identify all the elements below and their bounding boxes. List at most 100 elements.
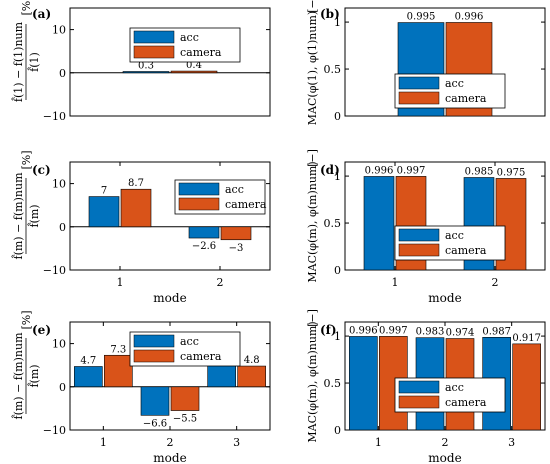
plot-frame: [344, 161, 546, 271]
y-label-unit: [%]: [20, 150, 33, 169]
data-label: 0.995: [407, 12, 436, 23]
legend: acc camera: [394, 377, 506, 413]
x-axis-label: mode: [153, 291, 186, 305]
legend: acc camera: [394, 73, 506, 109]
x-tick-label: 2: [167, 436, 174, 449]
y-axis-label: MAC(φ(m), φ(m)num)[−]: [306, 149, 319, 283]
y-tick-label: 0: [59, 67, 66, 80]
y-label-unit: [%]: [20, 0, 33, 16]
legend: acc camera: [129, 27, 241, 63]
legend-label-acc: acc: [180, 31, 199, 44]
legend-label-camera: camera: [445, 244, 487, 257]
legend-label-camera: camera: [445, 396, 487, 409]
y-tick-label: 0.5: [324, 377, 342, 390]
bar-acc: [349, 336, 378, 431]
legend-label-camera: camera: [180, 350, 222, 363]
legend-swatch-acc: [398, 228, 440, 242]
y-axis-label: f̂(m) − f(m)num f̂(m) [%]: [12, 150, 41, 259]
data-label: 0.996: [365, 165, 394, 176]
x-tick-label: 2: [492, 276, 499, 289]
y-tick-label: 1: [334, 330, 341, 343]
bar-camera: [170, 70, 218, 74]
legend-label-acc: acc: [225, 183, 244, 196]
y-label-unit: [−]: [306, 149, 319, 167]
y-tick-label: −10: [43, 424, 66, 437]
y-tick-label: 10: [52, 24, 66, 37]
x-axis-label: mode: [153, 451, 186, 464]
y-axis-label: MAC(φ(m), φ(m)num)[−]: [306, 309, 319, 443]
legend-swatch-camera: [398, 395, 440, 409]
y-tick-label: 0.5: [324, 217, 342, 230]
x-tick-label: 1: [375, 436, 382, 449]
legend: acc camera: [394, 225, 506, 261]
y-label-text: MAC(φ(1), φ(1)num): [306, 11, 319, 125]
data-label: 0.996: [349, 325, 378, 336]
data-label: 7: [101, 186, 107, 197]
y-label-denominator: f̂(1): [28, 52, 41, 72]
bar-acc: [188, 226, 220, 239]
y-label-text: MAC(φ(m), φ(m)num): [306, 321, 319, 442]
data-label: −5.5: [173, 414, 197, 425]
bar-camera: [104, 354, 133, 388]
legend: acc camera: [174, 179, 267, 215]
bar-acc: [140, 386, 170, 416]
x-tick-label: 2: [217, 276, 224, 289]
data-label: −2.6: [192, 241, 216, 252]
legend-label-camera: camera: [445, 92, 487, 105]
x-tick-label: 1: [100, 436, 107, 449]
legend-swatch-acc: [398, 380, 440, 394]
data-label: −3: [229, 243, 244, 254]
bar-camera: [120, 188, 152, 228]
y-label-unit: [−]: [306, 0, 319, 13]
data-label: 0.975: [497, 167, 526, 178]
legend: acc camera: [129, 331, 241, 367]
panel-label: (b): [320, 7, 340, 21]
y-axis-label: MAC(φ(1), φ(1)num)[−]: [306, 0, 319, 125]
bar-camera: [237, 365, 266, 388]
x-tick-label: 3: [508, 436, 515, 449]
bar-camera: [220, 226, 252, 241]
y-label-numerator: f̂(1) − f(1)num: [12, 21, 25, 102]
data-label: 0.997: [379, 325, 408, 336]
legend-swatch-camera: [133, 349, 175, 363]
x-tick-label: 3: [233, 436, 240, 449]
legend-swatch-camera: [133, 45, 175, 59]
data-label: 0.974: [446, 328, 475, 339]
panel-4: 0 0.5 1 1 0.996 0.997 2 0.985 0.975 acc camera mode…: [306, 149, 546, 305]
x-tick-label: 2: [442, 436, 449, 449]
y-label-numerator: f̂(m) − f(m)num: [12, 172, 25, 260]
data-label: 0.3: [138, 61, 154, 72]
panel-label: (a): [32, 7, 51, 21]
y-axis-label: f̂(1) − f(1)num f̂(1) [%]: [12, 0, 41, 102]
x-axis-label: mode: [428, 291, 461, 305]
y-tick-label: 1: [334, 16, 341, 29]
y-tick-label: −10: [43, 264, 66, 277]
y-tick-label: 1: [334, 170, 341, 183]
legend-label-acc: acc: [445, 229, 464, 242]
y-label-unit: [−]: [306, 309, 319, 327]
y-label-numerator: f̂(m) − f(m)num: [12, 332, 25, 420]
legend-swatch-acc: [398, 76, 440, 90]
legend-swatch-camera: [398, 243, 440, 257]
y-tick-label: 0: [59, 221, 66, 234]
data-label: 0.985: [465, 166, 494, 177]
y-label-unit: [%]: [20, 310, 33, 329]
legend-swatch-acc: [133, 30, 175, 44]
bar-camera: [170, 386, 200, 411]
data-label: 4.8: [244, 355, 260, 366]
panel-label: (f): [320, 323, 337, 337]
y-tick-label: 0: [334, 264, 341, 277]
legend-label-acc: acc: [445, 77, 464, 90]
panel-label: (e): [32, 323, 51, 337]
data-label: 0.987: [482, 326, 511, 337]
y-axis-label: f̂(m) − f(m)num f̂(m) [%]: [12, 310, 41, 419]
bar-acc: [122, 71, 170, 74]
legend-label-acc: acc: [445, 381, 464, 394]
data-label: 0.996: [455, 11, 484, 22]
data-label: 7.3: [110, 344, 126, 355]
y-tick-label: −10: [43, 110, 66, 123]
data-label: 0.983: [416, 327, 445, 338]
data-label: 8.7: [128, 178, 144, 189]
